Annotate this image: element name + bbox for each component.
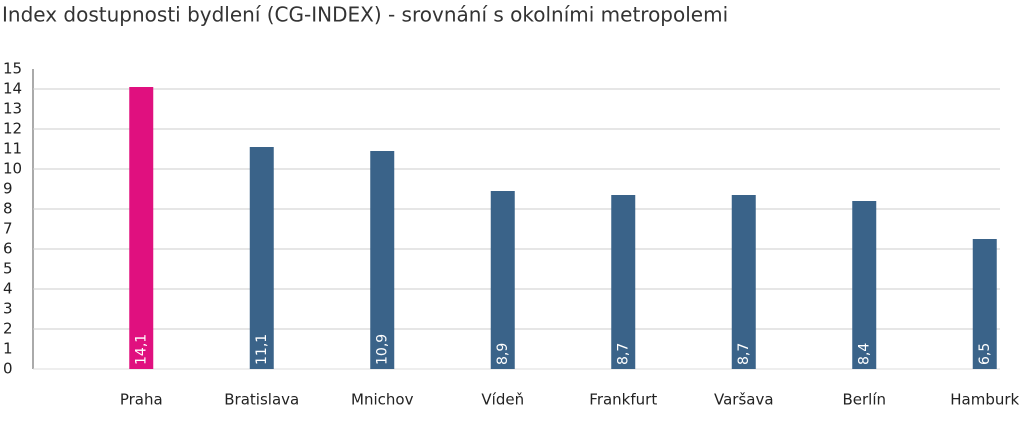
y-tick-label: 0 [3,360,13,378]
x-tick-label: Mnichov [351,391,414,409]
value-label: 8,4 [856,343,872,365]
x-tick-label: Vídeň [481,391,524,409]
value-label: 11,1 [254,334,270,365]
value-label: 14,1 [133,334,149,365]
x-tick-label: Bratislava [224,391,299,409]
value-label: 6,5 [977,343,993,365]
y-tick-label: 1 [3,340,13,358]
value-label: 10,9 [374,334,390,365]
y-tick-label: 6 [3,240,13,258]
bar [490,191,515,369]
y-tick-label: 14 [3,80,22,98]
y-tick-label: 2 [3,320,13,338]
x-tick-label: Hamburk [950,391,1019,409]
x-tick-label: Varšava [714,391,774,409]
y-tick-label: 5 [3,260,13,278]
y-tick-label: 11 [3,140,22,158]
y-tick-label: 9 [3,180,13,198]
bar [370,151,395,369]
chart-title: Index dostupnosti bydlení (CG-INDEX) - s… [2,3,728,27]
bar [129,87,154,369]
y-tick-label: 15 [3,60,22,78]
y-tick-label: 10 [3,160,22,178]
bar [972,239,997,369]
y-tick-label: 13 [3,100,22,118]
y-tick-label: 3 [3,300,13,318]
value-label: 8,9 [495,343,511,365]
y-tick-label: 12 [3,120,22,138]
y-tick-label: 7 [3,220,13,238]
bar [249,147,274,369]
x-tick-label: Berlín [842,391,886,409]
value-label: 8,7 [615,343,631,365]
bar [611,195,636,369]
y-tick-label: 4 [3,280,13,298]
y-tick-label: 8 [3,200,13,218]
bar [731,195,756,369]
x-tick-label: Frankfurt [589,391,657,409]
x-tick-label: Praha [120,391,163,409]
bar [852,201,877,369]
value-label: 8,7 [736,343,752,365]
